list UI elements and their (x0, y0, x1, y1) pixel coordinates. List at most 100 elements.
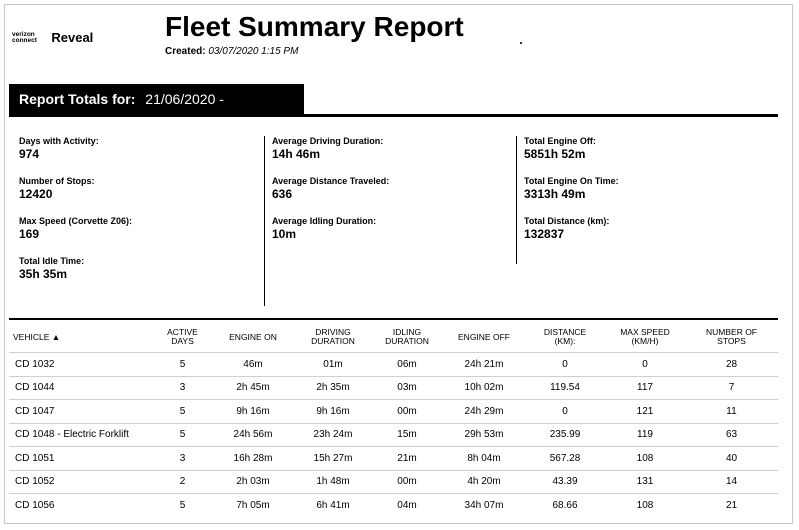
header-line: STOPS (717, 336, 746, 346)
cell-engine-on: 9h 16m (211, 399, 295, 423)
header-line: NUMBER OF (706, 327, 757, 337)
verizon-connect-logo: verizon connect Reveal (12, 30, 93, 46)
cell-driving-duration: 2h 35m (295, 375, 371, 400)
cell-number-of-stops: 40 (685, 446, 778, 470)
column-header-driving-duration[interactable]: DRIVING DURATION (295, 322, 371, 353)
cell-idling-duration: 00m (371, 399, 443, 423)
cell-max-speed: 119 (605, 422, 685, 447)
table-row: CD 1048 - Electric Forklift 5 24h 56m 23… (9, 422, 778, 447)
cell-driving-duration: 9h 16m (295, 399, 371, 423)
table-row: CD 1056 5 7h 05m 6h 41m 04m 34h 07m 68.6… (9, 493, 778, 517)
cell-idling-duration: 06m (371, 352, 443, 376)
table-top-rule (9, 318, 778, 320)
column-divider (516, 136, 517, 264)
header-line: ENGINE OFF (458, 331, 510, 342)
header-line: DAYS (171, 336, 194, 346)
column-header-engine-off[interactable]: ENGINE OFF (443, 322, 525, 353)
cell-engine-off: 4h 20m (443, 469, 525, 494)
stat-average-idling-duration: Average Idling Duration: 10m (272, 216, 389, 241)
cell-number-of-stops: 11 (685, 399, 778, 423)
cell-number-of-stops: 21 (685, 493, 778, 517)
cell-idling-duration: 03m (371, 375, 443, 400)
cell-engine-off: 24h 29m (443, 399, 525, 423)
stat-average-distance-traveled: Average Distance Traveled: 636 (272, 176, 389, 201)
stat-value: 974 (19, 147, 40, 161)
stat-label: Days with Activity: (19, 136, 99, 146)
logo-product: Reveal (51, 30, 94, 46)
column-header-distance[interactable]: DISTANCE (KM): (525, 322, 605, 353)
cell-number-of-stops: 63 (685, 422, 778, 447)
cell-vehicle: CD 1044 (9, 375, 154, 400)
header-line: (KM): (554, 336, 576, 346)
header-line: DURATION (385, 336, 429, 346)
table-row: CD 1044 3 2h 45m 2h 35m 03m 10h 02m 119.… (9, 375, 778, 400)
cell-driving-duration: 15h 27m (295, 446, 371, 470)
column-header-engine-on[interactable]: ENGINE ON (211, 322, 295, 353)
cell-driving-duration: 23h 24m (295, 422, 371, 447)
stat-total-idle-time: Total Idle Time: 35h 35m (19, 256, 132, 281)
cell-vehicle: CD 1051 (9, 446, 154, 470)
header-line: DISTANCE (543, 327, 587, 337)
column-header-active-days[interactable]: ACTIVE DAYS (154, 322, 211, 353)
stat-total-distance: Total Distance (km): 132837 (524, 216, 619, 241)
cell-vehicle: CD 1052 (9, 469, 154, 494)
column-header-idling-duration[interactable]: IDLING DURATION (371, 322, 443, 353)
cell-max-speed: 108 (605, 446, 685, 470)
cell-distance: 567.28 (525, 446, 605, 470)
header-line: DURATION (311, 336, 355, 346)
stat-average-driving-duration: Average Driving Duration: 14h 46m (272, 136, 389, 161)
column-header-max-speed[interactable]: MAX SPEED (KM/H) (605, 322, 685, 353)
cell-number-of-stops: 28 (685, 352, 778, 376)
cell-engine-on: 16h 28m (211, 446, 295, 470)
report-totals-range: 21/06/2020 - 27/06/2020 (19, 91, 224, 137)
cell-distance: 235.99 (525, 422, 605, 447)
cell-idling-duration: 04m (371, 493, 443, 517)
cell-driving-duration: 6h 41m (295, 493, 371, 517)
cell-driving-duration: 1h 48m (295, 469, 371, 494)
cell-engine-on: 7h 05m (211, 493, 295, 517)
stat-value: 10m (272, 227, 297, 241)
logo-brand: verizon connect (12, 30, 37, 44)
cell-max-speed: 117 (605, 375, 685, 400)
stat-number-of-stops: Number of Stops: 12420 (19, 176, 132, 201)
cell-distance: 0 (525, 352, 605, 376)
cell-active-days: 2 (154, 469, 211, 494)
cell-vehicle: CD 1056 (9, 493, 154, 517)
table-row: CD 1052 2 2h 03m 1h 48m 00m 4h 20m 43.39… (9, 469, 778, 494)
cell-driving-duration: 01m (295, 352, 371, 376)
header-line: IDLING (392, 327, 422, 337)
totals-column-2: Average Driving Duration: 14h 46m Averag… (272, 136, 389, 256)
cell-active-days: 3 (154, 446, 211, 470)
stat-value: 35h 35m (19, 267, 68, 281)
stat-label: Average Driving Duration: (272, 136, 384, 146)
cell-vehicle: CD 1048 - Electric Forklift (9, 422, 154, 447)
stat-max-speed: Max Speed (Corvette Z06): 169 (19, 216, 132, 241)
stat-value: 14h 46m (272, 147, 321, 161)
report-frame (4, 4, 793, 524)
cell-distance: 68.66 (525, 493, 605, 517)
stat-label: Average Idling Duration: (272, 216, 377, 226)
stat-value: 12420 (19, 187, 53, 201)
totals-column-3: Total Engine Off: 5851h 52m Total Engine… (524, 136, 619, 256)
column-header-vehicle-sort[interactable]: VEHICLE ▲ (9, 322, 154, 353)
created-value: 03/07/2020 1:15 PM (208, 46, 299, 57)
stat-total-engine-off: Total Engine Off: 5851h 52m (524, 136, 619, 161)
cell-number-of-stops: 14 (685, 469, 778, 494)
cell-idling-duration: 00m (371, 469, 443, 494)
cell-max-speed: 121 (605, 399, 685, 423)
stat-label: Total Distance (km): (524, 216, 610, 226)
stat-value: 3313h 49m (524, 187, 586, 201)
cell-active-days: 5 (154, 493, 211, 517)
stat-value: 5851h 52m (524, 147, 586, 161)
stat-value: 132837 (524, 227, 565, 241)
logo-brand-line1: verizon (12, 30, 35, 38)
cell-engine-on: 2h 03m (211, 469, 295, 494)
column-header-number-of-stops[interactable]: NUMBER OF STOPS (685, 322, 778, 353)
cell-engine-off: 34h 07m (443, 493, 525, 517)
report-totals-label: Report Totals for: (19, 91, 136, 107)
header-line: ACTIVE (167, 327, 198, 337)
created-label: Created: (165, 46, 206, 57)
cell-engine-off: 10h 02m (443, 375, 525, 400)
stat-label: Total Engine On Time: (524, 176, 619, 186)
totals-column-1: Days with Activity: 974 Number of Stops:… (19, 136, 132, 296)
